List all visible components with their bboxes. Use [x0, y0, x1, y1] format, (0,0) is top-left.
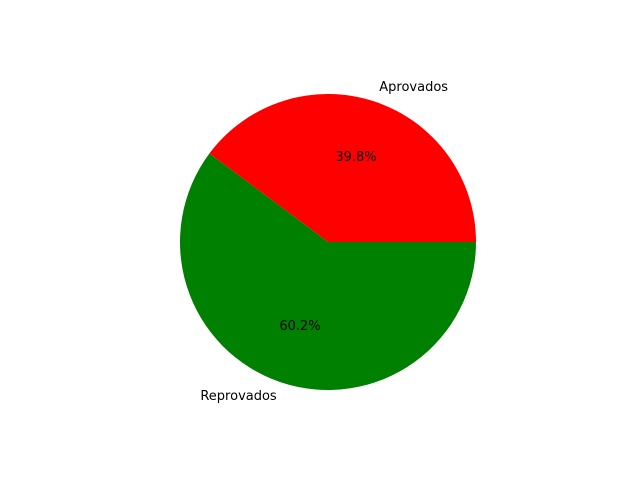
slice-label-reprovados: Reprovados	[200, 389, 277, 404]
slice-pct-aprovados: 39.8%	[335, 150, 376, 165]
slice-label-aprovados: Aprovados	[379, 80, 448, 95]
pie-slice-aprovados	[209, 93, 476, 243]
pie-labels: Aprovados 39.8% Reprovados 60.2%	[200, 80, 448, 404]
pie-slices	[180, 93, 476, 390]
pie-slice-reprovados	[180, 153, 476, 390]
slice-pct-reprovados: 60.2%	[279, 319, 320, 334]
